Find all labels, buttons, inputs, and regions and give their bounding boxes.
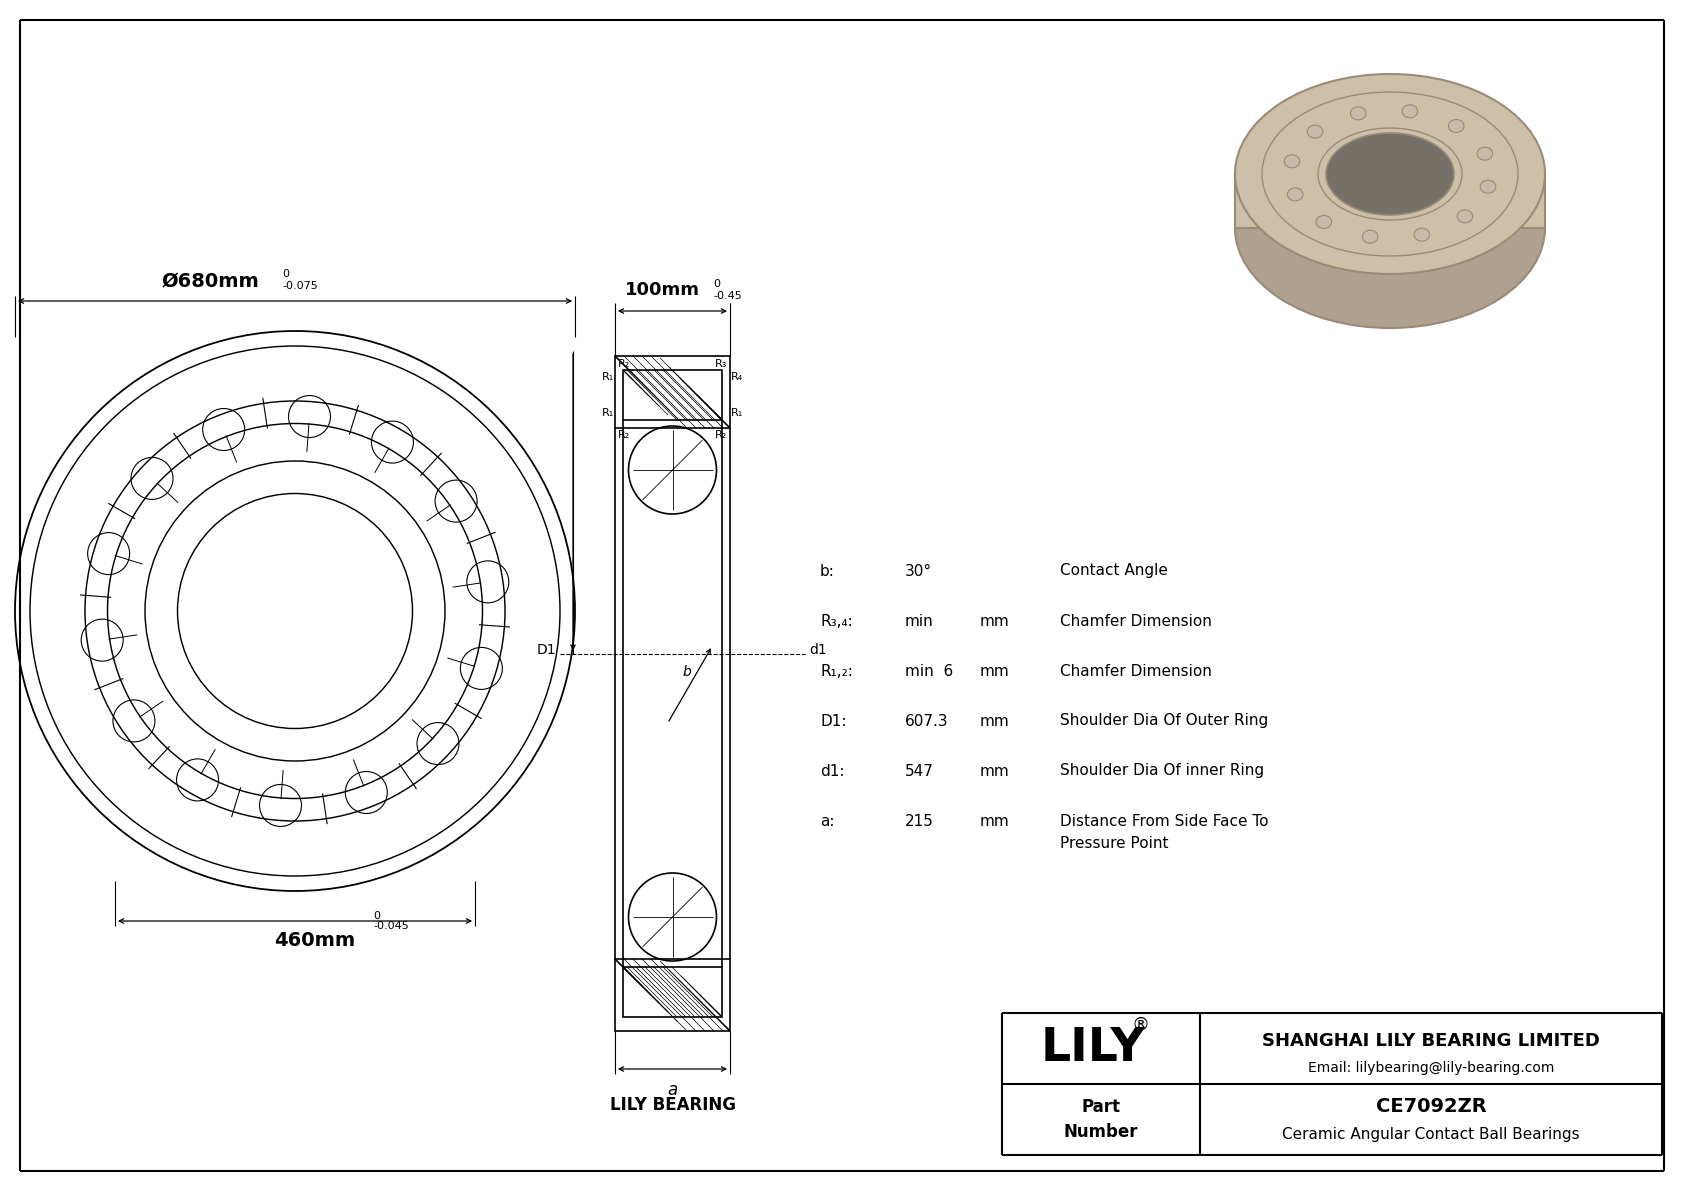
Text: LILY: LILY: [1041, 1025, 1145, 1071]
Bar: [615, 959, 729, 1031]
Text: 0: 0: [281, 269, 290, 279]
Text: -0.075: -0.075: [281, 281, 318, 291]
Text: Distance From Side Face To: Distance From Side Face To: [1059, 813, 1268, 829]
Ellipse shape: [1477, 148, 1492, 160]
Bar: [623, 967, 722, 1017]
Ellipse shape: [1403, 105, 1418, 118]
Text: LILY BEARING: LILY BEARING: [610, 1096, 736, 1114]
Text: R₃: R₃: [714, 358, 727, 369]
Text: Shoulder Dia Of inner Ring: Shoulder Dia Of inner Ring: [1059, 763, 1265, 779]
Text: 100mm: 100mm: [625, 281, 701, 299]
Ellipse shape: [1480, 180, 1495, 193]
Ellipse shape: [1448, 119, 1463, 132]
Ellipse shape: [1285, 155, 1300, 168]
Bar: [615, 356, 729, 428]
Text: R₁: R₁: [731, 409, 743, 418]
Text: D1: D1: [537, 642, 556, 656]
Text: R₂: R₂: [618, 358, 630, 369]
Text: 30°: 30°: [904, 563, 933, 579]
Text: Ø680mm: Ø680mm: [162, 272, 259, 291]
Text: b:: b:: [820, 563, 835, 579]
Bar: [623, 370, 722, 420]
Text: mm: mm: [980, 613, 1010, 629]
Text: R₂: R₂: [714, 430, 727, 439]
Ellipse shape: [1307, 125, 1324, 138]
Ellipse shape: [1362, 230, 1378, 243]
Text: d1: d1: [808, 642, 827, 656]
Text: min  6: min 6: [904, 663, 953, 679]
Text: Email: lilybearing@lily-bearing.com: Email: lilybearing@lily-bearing.com: [1308, 1061, 1554, 1075]
Text: 460mm: 460mm: [274, 931, 355, 950]
Text: min: min: [904, 613, 933, 629]
Text: -0.045: -0.045: [372, 921, 409, 931]
Ellipse shape: [1234, 74, 1544, 274]
Text: R₁: R₁: [601, 409, 615, 418]
Text: R₁,₂:: R₁,₂:: [820, 663, 852, 679]
Text: Part
Number: Part Number: [1064, 1098, 1138, 1141]
Text: 0: 0: [372, 911, 381, 921]
Text: R₁: R₁: [601, 372, 615, 382]
Text: Contact Angle: Contact Angle: [1059, 563, 1169, 579]
Text: Chamfer Dimension: Chamfer Dimension: [1059, 663, 1212, 679]
Text: R₃,₄:: R₃,₄:: [820, 613, 852, 629]
Text: d1:: d1:: [820, 763, 844, 779]
Ellipse shape: [1234, 127, 1544, 328]
Text: mm: mm: [980, 663, 1010, 679]
Text: Pressure Point: Pressure Point: [1059, 836, 1169, 850]
Ellipse shape: [1325, 133, 1453, 216]
Text: -0.45: -0.45: [714, 291, 743, 301]
Text: a: a: [667, 1081, 677, 1099]
Polygon shape: [1234, 174, 1544, 227]
Text: Chamfer Dimension: Chamfer Dimension: [1059, 613, 1212, 629]
Text: Ceramic Angular Contact Ball Bearings: Ceramic Angular Contact Ball Bearings: [1282, 1127, 1580, 1141]
Text: b: b: [682, 665, 690, 679]
Text: CE7092ZR: CE7092ZR: [1376, 1097, 1487, 1116]
Text: mm: mm: [980, 763, 1010, 779]
Text: 0: 0: [714, 279, 721, 289]
Text: 215: 215: [904, 813, 935, 829]
Text: 607.3: 607.3: [904, 713, 948, 729]
Text: a:: a:: [820, 813, 835, 829]
Ellipse shape: [1457, 210, 1474, 223]
Text: R₂: R₂: [618, 430, 630, 439]
Text: mm: mm: [980, 813, 1010, 829]
Text: ®: ®: [1132, 1016, 1150, 1034]
Text: D1:: D1:: [820, 713, 847, 729]
Text: SHANGHAI LILY BEARING LIMITED: SHANGHAI LILY BEARING LIMITED: [1261, 1031, 1600, 1050]
Ellipse shape: [1315, 216, 1332, 229]
Text: R₄: R₄: [731, 372, 743, 382]
Ellipse shape: [1351, 107, 1366, 120]
Ellipse shape: [1287, 188, 1303, 201]
Text: 547: 547: [904, 763, 935, 779]
Ellipse shape: [1415, 229, 1430, 242]
Text: mm: mm: [980, 713, 1010, 729]
Text: Shoulder Dia Of Outer Ring: Shoulder Dia Of Outer Ring: [1059, 713, 1268, 729]
